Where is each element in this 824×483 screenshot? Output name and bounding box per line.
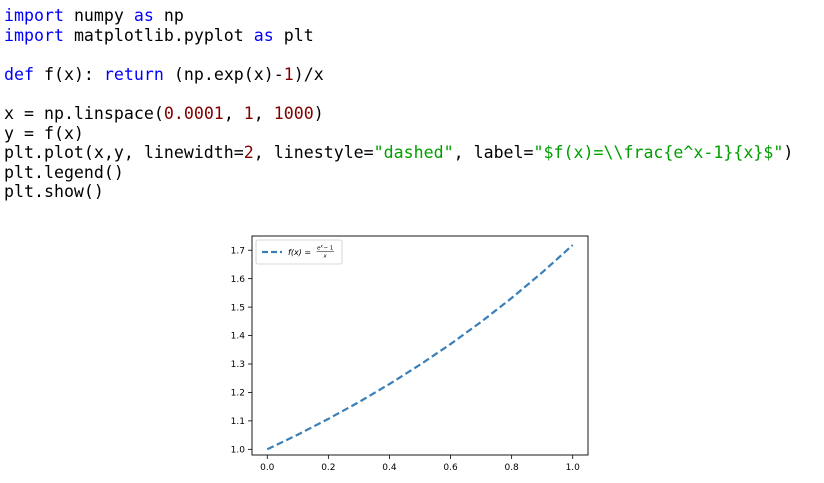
series-line: [266, 244, 574, 451]
x-tick-label: 1.0: [566, 463, 581, 473]
code-token: ,: [223, 103, 244, 123]
legend-frac-exponent: x: [320, 244, 324, 249]
y-tick-label: 1.3: [231, 360, 245, 370]
code-token: import: [4, 6, 64, 25]
x-tick-label: 0.8: [504, 463, 519, 473]
y-tick-label: 1.6: [231, 275, 246, 285]
legend-frac-numerator: e: [317, 246, 321, 252]
code-token: ,: [253, 103, 274, 123]
code-token: "dashed": [373, 143, 454, 163]
plot-background: [210, 230, 600, 480]
code-line: def f(x): return (np.exp(x)-1)/x: [4, 65, 793, 85]
code-token: matplotlib.pyplot: [63, 25, 254, 45]
code-token: plt.show(): [4, 182, 104, 202]
code-token: (np.exp(x)-: [163, 64, 284, 84]
axes-frame: [251, 235, 589, 456]
y-tick-label: 1.0: [231, 446, 246, 456]
code-token: return: [103, 64, 164, 84]
code-token: plt.legend(): [4, 162, 124, 182]
code-cell[interactable]: import numpy as np import matplotlib.pypl…: [4, 6, 793, 202]
legend-box: [255, 239, 343, 265]
code-token: 1: [243, 103, 254, 123]
code-line: [4, 45, 793, 65]
code-token: numpy: [63, 6, 134, 25]
code-token: plt: [273, 25, 314, 45]
code-line: [4, 84, 793, 104]
code-token: ): [313, 103, 324, 123]
code-line: x = np.linspace(0.0001, 1, 1000): [4, 104, 793, 124]
code-line: plt.plot(x,y, linewidth=2, linestyle="da…: [4, 143, 793, 163]
x-tick-label: 0.4: [382, 463, 397, 473]
legend-label: f(x) =: [288, 248, 311, 257]
code-token: as: [133, 6, 154, 25]
code-line: plt.show(): [4, 182, 793, 202]
code-token: plt.plot(x,y, linewidth=: [4, 143, 244, 163]
x-tick-label: 0.2: [321, 463, 335, 473]
code-token: x = np.linspace(: [4, 103, 164, 123]
plot-figure: 0.0 0.2 0.4 0.6 0.8 1.0 1.0 1.1 1.2 1.3 1.4 1.5 1.6 1…: [210, 230, 600, 480]
code-token: 1000: [273, 103, 314, 123]
code-token: f(x):: [33, 64, 104, 84]
code-token: import: [4, 25, 64, 45]
y-tick-label: 1.7: [231, 246, 245, 256]
legend-frac-denominator: x: [323, 254, 328, 260]
y-tick-label: 1.5: [231, 303, 245, 313]
y-tick-label: 1.4: [231, 332, 246, 342]
code-line: import numpy as np: [4, 6, 793, 26]
code-token: )/x: [293, 64, 324, 84]
code-token: 2: [243, 143, 254, 163]
x-tick-label: 0.6: [443, 463, 458, 473]
code-token: 1: [283, 64, 294, 84]
code-token: "$f(x)=\\frac{e^x-1}{x}$": [533, 143, 784, 163]
code-token: ): [783, 143, 794, 163]
code-token: as: [253, 25, 274, 45]
code-token: np: [153, 6, 184, 25]
code-line: plt.legend(): [4, 163, 793, 183]
code-line: y = f(x): [4, 124, 793, 144]
code-token: y = f(x): [4, 123, 84, 143]
y-tick-label: 1.2: [231, 389, 245, 399]
x-tick-label: 0.0: [260, 463, 275, 473]
code-token: , linestyle=: [253, 143, 374, 163]
code-line: import matplotlib.pyplot as plt: [4, 26, 793, 46]
code-token: 0.0001: [163, 103, 224, 123]
code-token: def: [4, 64, 34, 84]
axes: 0.0 0.2 0.4 0.6 0.8 1.0 1.0 1.1 1.2 1.3 1.4 1.5 1.6 1…: [231, 235, 589, 473]
y-tick-label: 1.1: [231, 417, 245, 427]
code-token: , label=: [453, 143, 534, 163]
legend-frac-numerator-rest: − 1: [324, 246, 334, 252]
